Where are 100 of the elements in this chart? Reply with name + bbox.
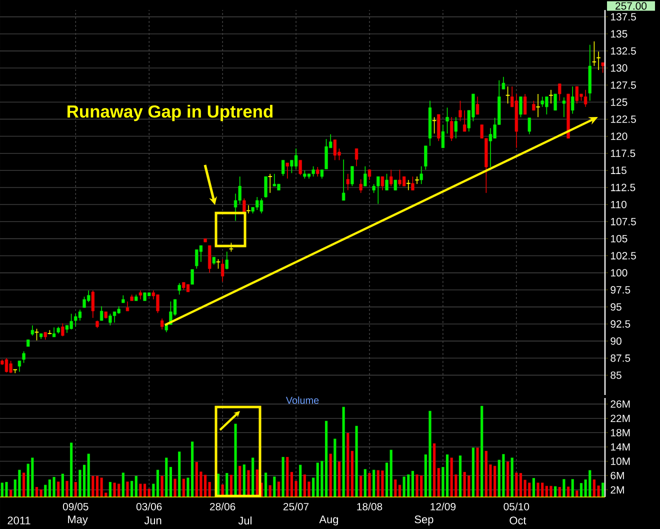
candlestick	[74, 313, 78, 328]
y-tick-label: 100	[611, 269, 628, 277]
bar	[264, 472, 268, 497]
y-tick-label: 107.5	[611, 218, 636, 226]
bar	[346, 433, 350, 497]
candlestick	[446, 107, 449, 134]
candlestick	[264, 176, 268, 198]
candlestick	[402, 176, 406, 187]
bar	[588, 470, 592, 497]
candlestick	[532, 100, 536, 111]
bar	[502, 454, 505, 497]
y-tick-label: 122.5	[611, 116, 636, 123]
bar	[165, 458, 168, 497]
bar	[44, 484, 47, 497]
bar	[338, 462, 341, 497]
bar	[152, 484, 155, 497]
x-tick-label: 12/09	[430, 502, 456, 510]
bar	[355, 426, 358, 497]
candlestick	[286, 162, 289, 179]
bar	[268, 485, 272, 497]
bar	[519, 473, 522, 497]
candlestick	[220, 258, 224, 282]
candlestick	[548, 89, 554, 104]
bar	[463, 472, 466, 497]
candlestick	[350, 166, 354, 187]
y-tick-label: 10M	[611, 458, 630, 465]
candlestick	[385, 173, 388, 191]
candlestick	[30, 324, 34, 336]
bar	[580, 483, 583, 497]
y-tick-label: 95	[610, 303, 622, 311]
bar	[506, 462, 510, 497]
bar	[18, 470, 21, 497]
bar	[398, 484, 402, 497]
text: Oct	[510, 516, 526, 524]
bar	[566, 486, 570, 497]
bar	[468, 476, 470, 497]
bar	[35, 486, 38, 497]
bar	[524, 480, 526, 497]
bar	[324, 420, 328, 497]
text: Aug	[319, 516, 338, 526]
y-tick-label: 26M	[610, 400, 630, 408]
bar	[558, 486, 561, 497]
y-tick-label: 85	[610, 371, 622, 379]
bar	[528, 482, 531, 497]
candlestick	[411, 176, 414, 191]
candlestick	[160, 318, 164, 330]
bar	[411, 470, 414, 497]
candlestick	[359, 178, 362, 194]
bar	[446, 454, 449, 497]
candlestick	[298, 160, 302, 176]
y-tick-label: 105	[611, 234, 628, 242]
bar	[130, 480, 134, 497]
bar	[286, 456, 289, 497]
bar	[122, 472, 124, 497]
bar	[381, 470, 384, 497]
candlestick	[414, 176, 420, 184]
candlestick	[22, 350, 26, 364]
bar	[169, 466, 172, 497]
candlestick	[199, 245, 203, 262]
candlestick	[316, 166, 320, 177]
candlestick	[454, 116, 458, 139]
candlestick	[502, 76, 506, 90]
x-tick-label: 09/05	[62, 502, 88, 510]
bar	[277, 482, 280, 497]
text: 2011	[8, 516, 30, 524]
bar	[416, 474, 418, 497]
candlestick	[420, 166, 423, 184]
candlestick	[225, 251, 228, 270]
bar	[536, 482, 540, 497]
bar	[66, 480, 68, 497]
candlestick	[238, 176, 242, 204]
bar	[108, 482, 112, 497]
bar	[334, 438, 336, 497]
bar	[174, 478, 176, 497]
y-tick-label: 102.5	[611, 252, 636, 260]
bar	[576, 490, 578, 497]
candlestick	[100, 306, 104, 321]
bar	[407, 474, 410, 497]
text: 257.00	[616, 2, 647, 10]
bar	[57, 482, 60, 497]
y-tick-label: 115	[611, 166, 626, 174]
candlestick	[4, 358, 8, 373]
bar	[252, 458, 254, 497]
candlestick	[126, 301, 130, 312]
y-tick-label: 6M	[610, 472, 624, 480]
candlestick	[354, 148, 358, 167]
y-tick-label: 125	[611, 98, 628, 106]
candlestick	[390, 169, 393, 187]
y-tick-label: 117.5	[611, 150, 636, 157]
y-tick-label: 14M	[611, 443, 630, 451]
candlestick	[596, 51, 601, 70]
bar	[87, 454, 90, 497]
bar	[160, 476, 164, 497]
y-tick-label: 137.5	[611, 13, 636, 21]
candlestick	[78, 309, 82, 321]
bar	[480, 406, 484, 497]
bar	[364, 469, 366, 497]
candlestick	[519, 96, 522, 118]
bar	[329, 454, 332, 497]
bar	[532, 478, 536, 497]
